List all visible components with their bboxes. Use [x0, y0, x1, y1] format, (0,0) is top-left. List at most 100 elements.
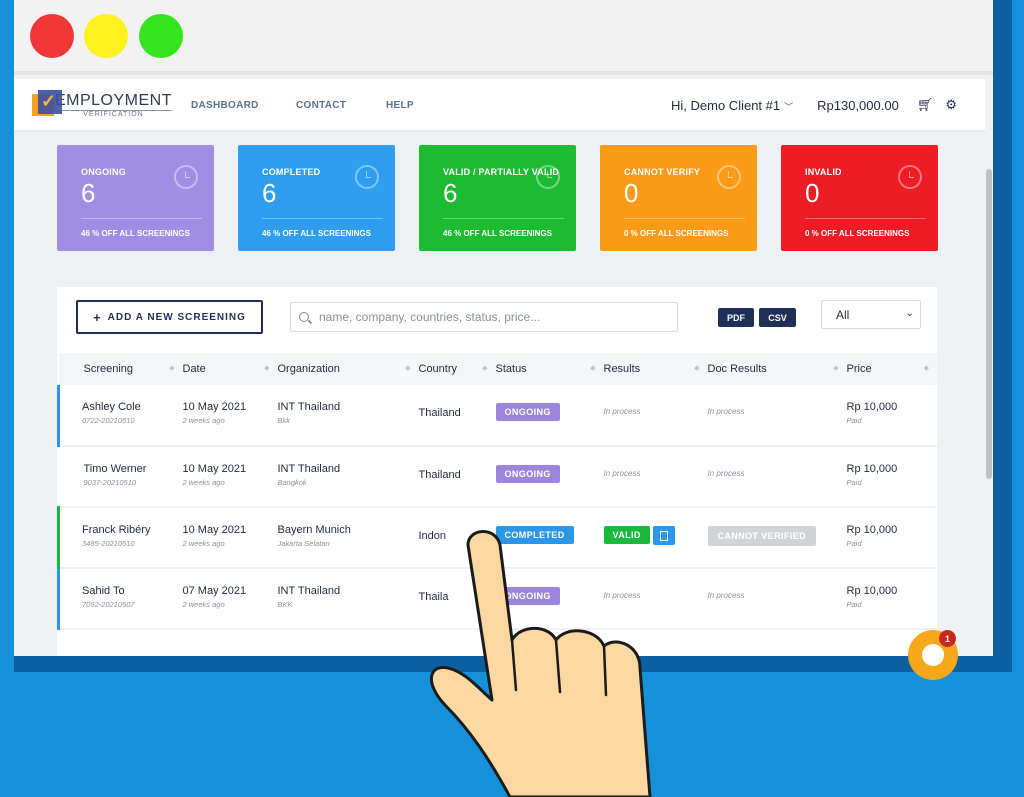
- status-filter-value: All: [836, 307, 850, 322]
- table-row[interactable]: Timo Werner 9037-20210510 10 May 2021 2 we…: [58, 446, 937, 507]
- nav-right: Hi, Demo Client #1 ﹀ Rp130,000.00 🛒︎ ⚙︎: [671, 97, 957, 113]
- stat-card-value: 0: [805, 178, 820, 208]
- screening-name[interactable]: Ashley Cole: [82, 401, 141, 413]
- screening-id: 7092-20210507: [82, 600, 135, 609]
- minimize-window-button[interactable]: [84, 14, 128, 58]
- doc-result-badge: CANNOT VERIFIED: [707, 526, 817, 546]
- sort-icon: ◆: [694, 365, 700, 372]
- organization-name: Bayern Munich: [277, 524, 351, 536]
- chat-icon: [922, 644, 944, 666]
- stat-cards: ONGOING 6 46 % OFF ALL SCREENINGS COMPLE…: [57, 145, 947, 251]
- chat-launcher-button[interactable]: [908, 630, 958, 680]
- search-input[interactable]: [319, 310, 669, 324]
- column-header-country[interactable]: Country ◆: [418, 363, 488, 375]
- stat-card-value: 6: [81, 178, 96, 208]
- column-header-date[interactable]: Date ◆: [182, 363, 270, 375]
- nav-link-dashboard[interactable]: DASHBOARD: [191, 100, 259, 111]
- document-icon[interactable]: [652, 526, 675, 545]
- nav-link-help[interactable]: HELP: [386, 100, 414, 111]
- price: Rp 10,000: [846, 524, 898, 536]
- browser-window: ✓ EMPLOYMENT VERIFICATION DASHBOARD CONT…: [14, 0, 993, 656]
- doc-results-text: In process: [707, 591, 745, 600]
- screening-name[interactable]: Franck Ribéry: [82, 524, 151, 536]
- stat-card-footer: 0 % OFF ALL SCREENINGS: [805, 229, 910, 238]
- export-pdf-button[interactable]: PDF: [718, 308, 754, 327]
- screenings-table: Screening ◆ Date ◆ Organization ◆ Country ◆ …: [57, 353, 937, 630]
- stat-card-ongoing[interactable]: ONGOING 6 46 % OFF ALL SCREENINGS: [57, 145, 214, 251]
- table-row[interactable]: Sahid To 7092-20210507 07 May 2021 2 weeks…: [58, 568, 937, 629]
- country: Indon: [418, 530, 447, 542]
- top-navbar: ✓ EMPLOYMENT VERIFICATION DASHBOARD CONT…: [14, 79, 993, 131]
- column-header-price[interactable]: Price ◆: [846, 363, 930, 375]
- table-toolbar: + ADD A NEW SCREENING PDF CSV All ⌄: [57, 287, 937, 353]
- status-filter-select[interactable]: All ⌄: [821, 300, 921, 329]
- price: Rp 10,000: [846, 463, 898, 475]
- nav-link-contact[interactable]: CONTACT: [296, 100, 347, 111]
- sort-icon: ◆: [833, 365, 839, 372]
- table-row[interactable]: Franck Ribéry 3485-20210510 10 May 2021 2 …: [58, 507, 937, 568]
- app-content: ✓ EMPLOYMENT VERIFICATION DASHBOARD CONT…: [14, 79, 993, 656]
- search-box: [290, 302, 678, 332]
- doc-results-text: In process: [707, 407, 745, 416]
- logo[interactable]: ✓ EMPLOYMENT VERIFICATION: [32, 89, 172, 120]
- cart-icon[interactable]: 🛒︎: [916, 97, 934, 112]
- stat-card-label: INVALID: [805, 167, 842, 177]
- organization-name: INT Thailand: [277, 401, 341, 413]
- add-screening-button[interactable]: + ADD A NEW SCREENING: [76, 300, 263, 334]
- sort-icon: ◆: [264, 365, 270, 372]
- price: Rp 10,000: [846, 401, 898, 413]
- table-row[interactable]: Ashley Cole 0722-20210510 10 May 2021 2 we…: [58, 385, 937, 446]
- stat-card-label: COMPLETED: [262, 167, 321, 177]
- column-header-status[interactable]: Status ◆: [495, 363, 596, 375]
- payment-status: Paid: [846, 600, 862, 609]
- chevron-down-icon: ⌄: [905, 308, 914, 319]
- stat-card-valid[interactable]: VALID / PARTIALLY VALID 6 46 % OFF ALL S…: [419, 145, 576, 251]
- status-badge: COMPLETED: [495, 526, 574, 544]
- stat-card-invalid[interactable]: INVALID 0 0 % OFF ALL SCREENINGS: [781, 145, 938, 251]
- screening-date-ago: 2 weeks ago: [182, 600, 225, 609]
- result-valid-badge: VALID: [603, 526, 650, 544]
- chat-notification-badge: 1: [939, 630, 956, 647]
- results-text: In process: [603, 407, 641, 416]
- logo-subtitle: VERIFICATION: [54, 109, 172, 118]
- stat-card-label: ONGOING: [81, 167, 126, 177]
- user-menu[interactable]: Hi, Demo Client #1 ﹀: [671, 98, 793, 113]
- stat-card-completed[interactable]: COMPLETED 6 46 % OFF ALL SCREENINGS: [238, 145, 395, 251]
- status-badge: ONGOING: [495, 403, 560, 421]
- table-header: Screening ◆ Date ◆ Organization ◆ Country ◆ …: [58, 353, 937, 385]
- stat-card-footer: 46 % OFF ALL SCREENINGS: [443, 229, 552, 238]
- clock-icon: [355, 165, 379, 189]
- screening-date: 07 May 2021: [182, 585, 247, 597]
- clock-icon: [717, 165, 741, 189]
- close-window-button[interactable]: [30, 14, 74, 58]
- screening-name[interactable]: Timo Werner: [83, 463, 147, 475]
- column-header-results[interactable]: Results ◆: [603, 363, 700, 375]
- stat-card-value: 6: [262, 178, 277, 208]
- stat-card-label: VALID / PARTIALLY VALID: [443, 167, 560, 177]
- gear-icon[interactable]: ⚙︎: [945, 97, 957, 112]
- column-header-screening[interactable]: Screening ◆: [83, 363, 175, 375]
- stat-card-cannot-verify[interactable]: CANNOT VERIFY 0 0 % OFF ALL SCREENINGS: [600, 145, 757, 251]
- maximize-window-button[interactable]: [139, 14, 183, 58]
- organization-city: BKK: [277, 600, 293, 609]
- sort-icon: ◆: [923, 365, 929, 372]
- column-header-organization[interactable]: Organization ◆: [277, 363, 411, 375]
- screening-date-ago: 2 weeks ago: [182, 478, 225, 487]
- sort-icon: ◆: [482, 365, 488, 372]
- stat-card-label: CANNOT VERIFY: [624, 167, 701, 177]
- country: Thailand: [418, 407, 461, 419]
- screening-id: 0722-20210510: [82, 416, 135, 425]
- page-scrollbar[interactable]: [985, 79, 993, 656]
- organization-name: INT Thailand: [277, 463, 341, 475]
- clock-icon: [174, 165, 198, 189]
- user-greeting: Hi, Demo Client #1: [671, 97, 781, 113]
- screening-id: 9037-20210510: [83, 478, 137, 487]
- export-csv-button[interactable]: CSV: [759, 308, 796, 327]
- column-header-doc-results[interactable]: Doc Results ◆: [707, 363, 839, 375]
- screenings-panel: + ADD A NEW SCREENING PDF CSV All ⌄ Scre: [57, 287, 937, 656]
- screening-name[interactable]: Sahid To: [82, 585, 125, 597]
- organization-city: Bkk: [277, 416, 291, 425]
- scrollbar-thumb[interactable]: [986, 169, 992, 479]
- stat-card-footer: 46 % OFF ALL SCREENINGS: [81, 229, 190, 238]
- add-screening-label: ADD A NEW SCREENING: [107, 311, 246, 323]
